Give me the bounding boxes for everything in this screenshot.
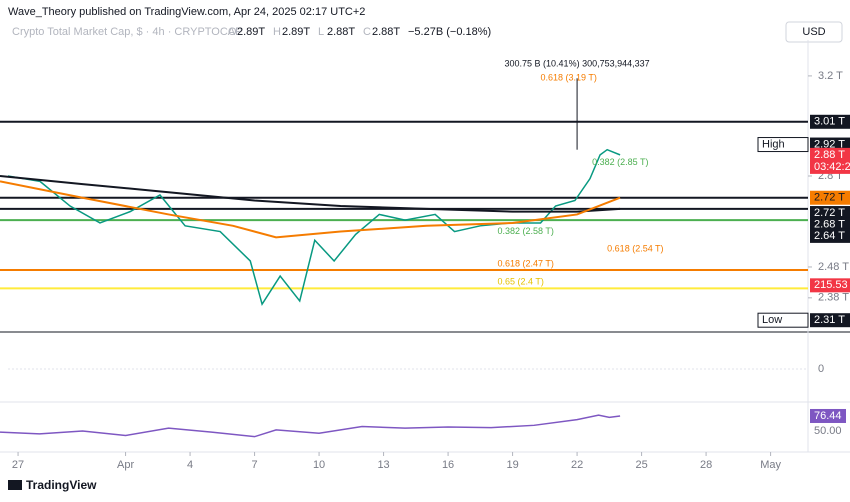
price-label-box	[810, 228, 850, 243]
price-label: 215.53 B	[814, 279, 850, 291]
x-tick-label: 19	[506, 459, 518, 471]
rsi-line	[0, 414, 621, 438]
tag: Low	[762, 314, 782, 326]
rsi-label: 76.44	[814, 410, 842, 422]
measure-label: 300.75 B (10.41%) 300,753,944,337	[505, 58, 650, 68]
fib-label: 0.618 (2.54 T)	[607, 243, 663, 253]
price-line	[0, 180, 621, 239]
fib-label: 0.618 (2.47 T)	[498, 258, 554, 268]
ohlc-value: 2.88T	[372, 26, 400, 38]
tag: High	[762, 138, 785, 150]
fib-label: 0.618 (3.19 T)	[541, 73, 597, 83]
price-label: 3.01 T	[814, 116, 845, 128]
price-label: 2.88 T	[814, 149, 845, 161]
y-tick-label: 3.2 T	[818, 70, 843, 82]
change: −5.27B (−0.18%)	[408, 26, 491, 38]
price-label-box	[810, 190, 850, 205]
publisher: Wave_Theory published on TradingView.com…	[8, 6, 365, 18]
tag-box	[757, 137, 809, 153]
price-line	[0, 175, 621, 213]
ohlc-key: C	[363, 26, 371, 38]
ohlc-key: H	[273, 26, 281, 38]
x-tick-label: 22	[571, 459, 583, 471]
price-label-box	[810, 206, 850, 221]
price-label: 2.64 T	[814, 230, 845, 242]
macd-zero-label: 0	[818, 363, 824, 375]
symbol: Crypto Total Market Cap, $ · 4h · CRYPTO…	[12, 26, 242, 38]
rsi-label-box	[810, 408, 846, 423]
x-tick-label: 10	[313, 459, 325, 471]
currency[interactable]: USD	[802, 26, 825, 38]
x-tick-label: 13	[377, 459, 389, 471]
price-label: 2.31 T	[814, 314, 845, 326]
ohlc-value: 2.89T	[237, 26, 265, 38]
price-line	[7, 148, 621, 306]
fib-label: 0.65 (2.4 T)	[498, 277, 544, 287]
brand-logo	[8, 480, 22, 490]
x-tick-label: 25	[635, 459, 647, 471]
currency-box[interactable]	[785, 21, 843, 43]
price-label-box	[810, 217, 850, 232]
brand: TradingView	[26, 478, 97, 492]
ohlc-key: L	[318, 26, 324, 38]
price-label-box	[810, 278, 850, 293]
x-tick-label: May	[760, 459, 781, 471]
x-tick-label: 16	[442, 459, 454, 471]
price-label-box	[810, 313, 850, 328]
y-tick-label: 2.38 T	[818, 292, 849, 304]
ohlc-value: 2.88T	[327, 26, 355, 38]
price-label: 2.92 T	[814, 138, 845, 150]
fib-label: 0.382 (2.58 T)	[498, 226, 554, 236]
y-tick-label: 2.48 T	[818, 261, 849, 273]
x-tick-label: 7	[252, 459, 258, 471]
x-tick-label: Apr	[117, 459, 134, 471]
price-label: 2.72 T	[814, 207, 845, 219]
x-tick-label: 4	[187, 459, 193, 471]
x-tick-label: 28	[700, 459, 712, 471]
price-label: 2.68 T	[814, 218, 845, 230]
countdown: 03:42:20	[814, 161, 850, 173]
price-label-box	[810, 114, 850, 129]
price-label-box	[810, 147, 850, 174]
ohlc-key: O	[228, 26, 237, 38]
price-label: 2.72 T	[814, 192, 845, 204]
rsi-label: 50.00	[814, 425, 842, 437]
x-tick-label: 27	[12, 459, 24, 471]
tag-box	[757, 312, 809, 328]
fib-label: 0.382 (2.85 T)	[592, 157, 648, 167]
rsi-label-box	[810, 423, 846, 438]
ohlc-value: 2.89T	[282, 26, 310, 38]
